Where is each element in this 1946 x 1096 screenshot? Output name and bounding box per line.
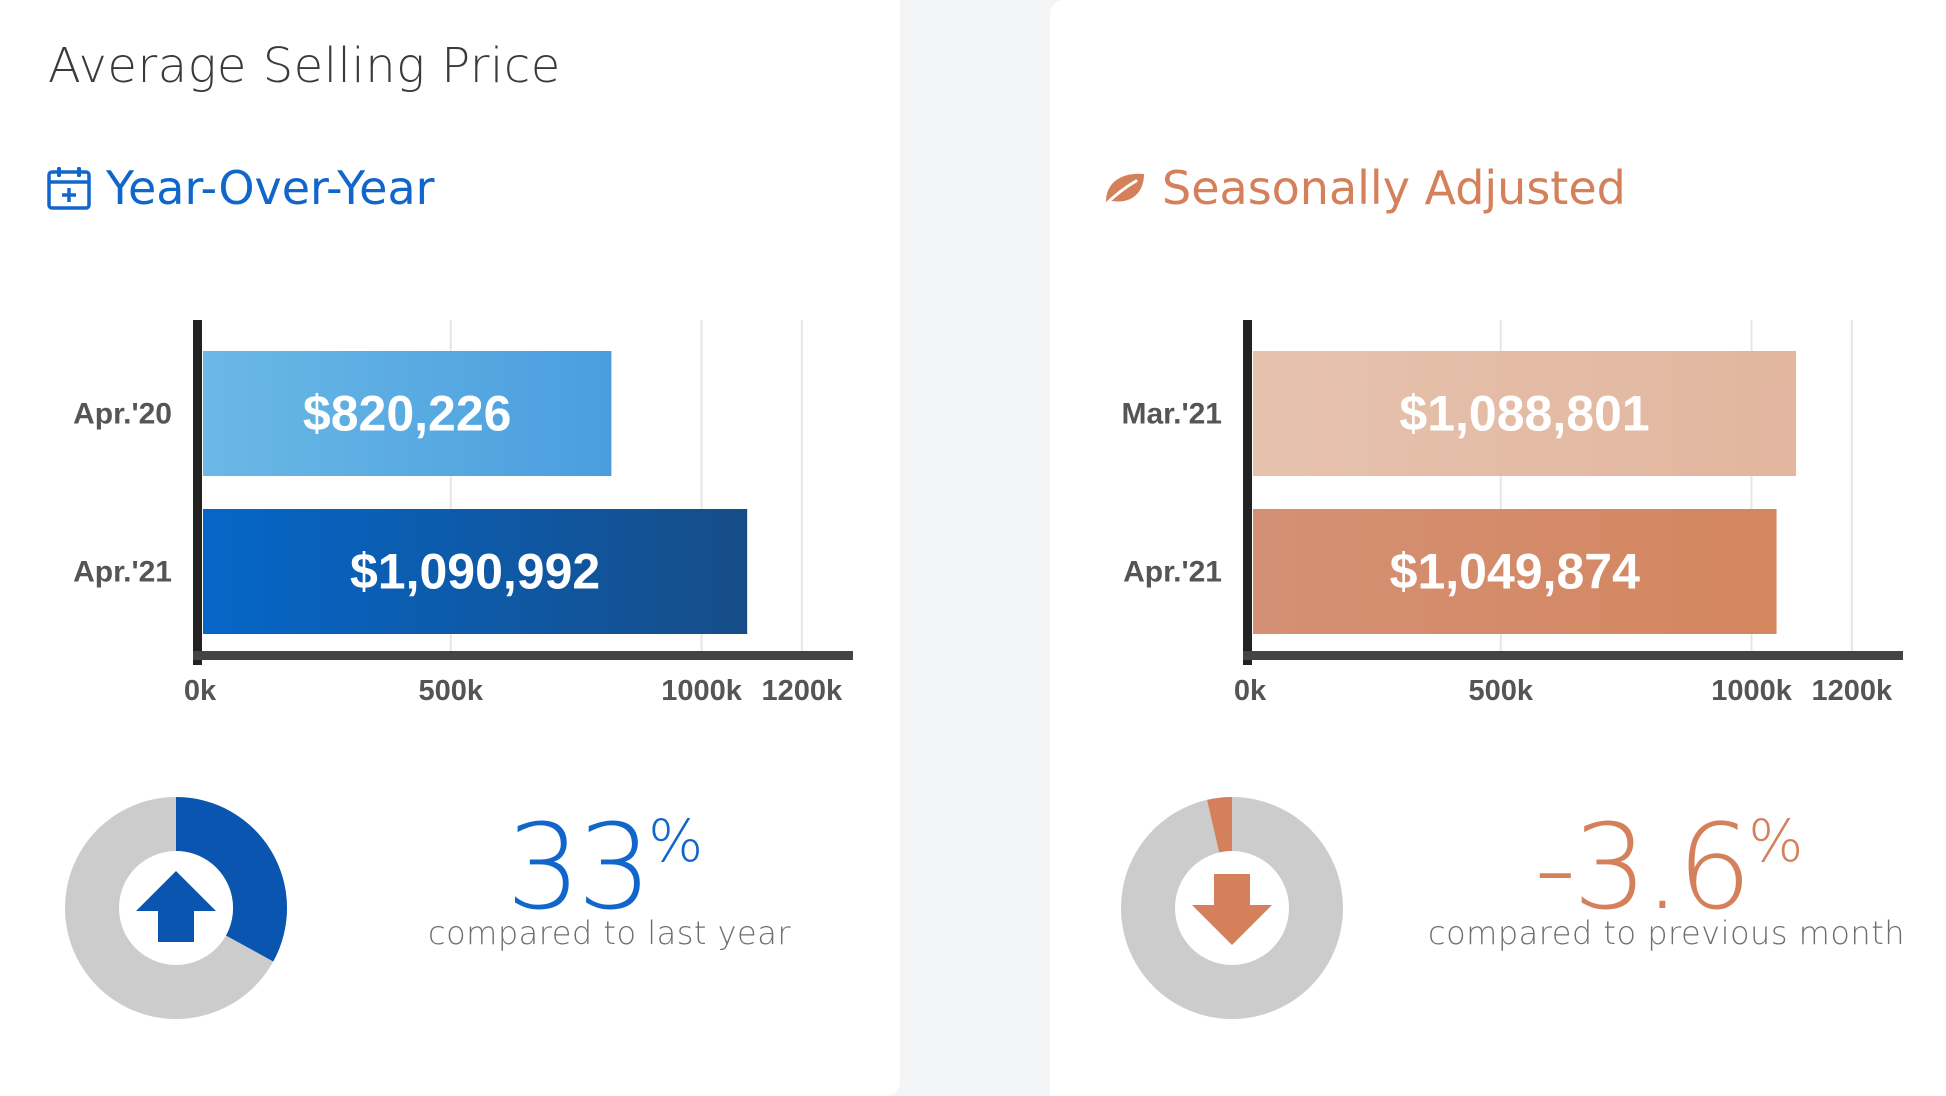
sa-change: -3.6% xyxy=(1534,808,1803,926)
sa-bar-chart: $1,088,801 Mar.'21 $1,049,874 Apr.'21 0k 500k… xyxy=(1050,300,1946,720)
arrow-up-icon xyxy=(136,871,216,942)
yoy-x-axis xyxy=(193,651,853,660)
yoy-y-axis xyxy=(193,320,202,665)
yoy-donut-segment xyxy=(176,797,287,962)
page-title: Average Selling Price xyxy=(48,38,561,94)
yoy-tick-label: 1000k xyxy=(661,675,743,707)
leaf-icon xyxy=(1102,173,1144,208)
sa-title-text: Seasonally Adjusted xyxy=(1162,161,1626,215)
arrow-down-icon xyxy=(1192,874,1272,945)
yoy-chart-svg: $820,226 Apr.'20 $1,090,992 Apr.'21 0k 500k 10… xyxy=(73,320,853,707)
sa-bar-1 xyxy=(1253,509,1777,634)
yoy-bar-1 xyxy=(203,509,748,634)
sa-tick-label: 1200k xyxy=(1812,675,1894,707)
yoy-bar-value-label: $820,226 xyxy=(303,386,512,442)
yoy-bar-chart: $820,226 Apr.'20 $1,090,992 Apr.'21 0k 500k 10… xyxy=(0,300,900,720)
yoy-tick-label: 500k xyxy=(419,675,484,707)
sa-category-label: Mar.'21 xyxy=(1121,398,1222,431)
sa-caption: compared to previous month xyxy=(1428,914,1906,952)
yoy-category-label: Apr.'21 xyxy=(73,556,172,589)
sa-tick-label: 500k xyxy=(1469,675,1534,707)
yoy-bar-value-label: $1,090,992 xyxy=(350,544,600,600)
sa-category-label: Apr.'21 xyxy=(1123,556,1222,589)
sa-change-value: -3.6 xyxy=(1534,798,1752,936)
yoy-tick-label: 1200k xyxy=(762,675,844,707)
sa-bar-value-label: $1,049,874 xyxy=(1390,544,1640,600)
yoy-title: Year-Over-Year xyxy=(46,160,435,216)
sa-bar-value-label: $1,088,801 xyxy=(1399,386,1649,442)
sa-bar-0 xyxy=(1253,351,1797,476)
yoy-change-unit: % xyxy=(648,807,704,875)
sa-chart-svg: $1,088,801 Mar.'21 $1,049,874 Apr.'21 0k 500k… xyxy=(1121,320,1903,707)
sa-tick-label: 0k xyxy=(1234,675,1267,707)
sa-title: Seasonally Adjusted xyxy=(1100,160,1626,216)
calendar-plus-icon xyxy=(47,167,91,210)
sa-x-axis xyxy=(1243,651,1903,660)
yoy-category-label: Apr.'20 xyxy=(73,398,172,431)
yoy-donut xyxy=(65,797,287,1019)
yoy-change: 33% xyxy=(506,808,703,926)
sa-y-axis xyxy=(1243,320,1252,665)
sa-donut-segment xyxy=(1207,797,1232,853)
sa-tick-label: 1000k xyxy=(1711,675,1793,707)
sa-donut xyxy=(1121,797,1343,1019)
yoy-caption: compared to last year xyxy=(428,914,791,952)
yoy-bar-0 xyxy=(203,351,612,476)
yoy-title-text: Year-Over-Year xyxy=(106,161,435,215)
yoy-tick-label: 0k xyxy=(184,675,217,707)
sa-change-unit: % xyxy=(1748,807,1804,875)
yoy-change-value: 33 xyxy=(506,798,652,936)
